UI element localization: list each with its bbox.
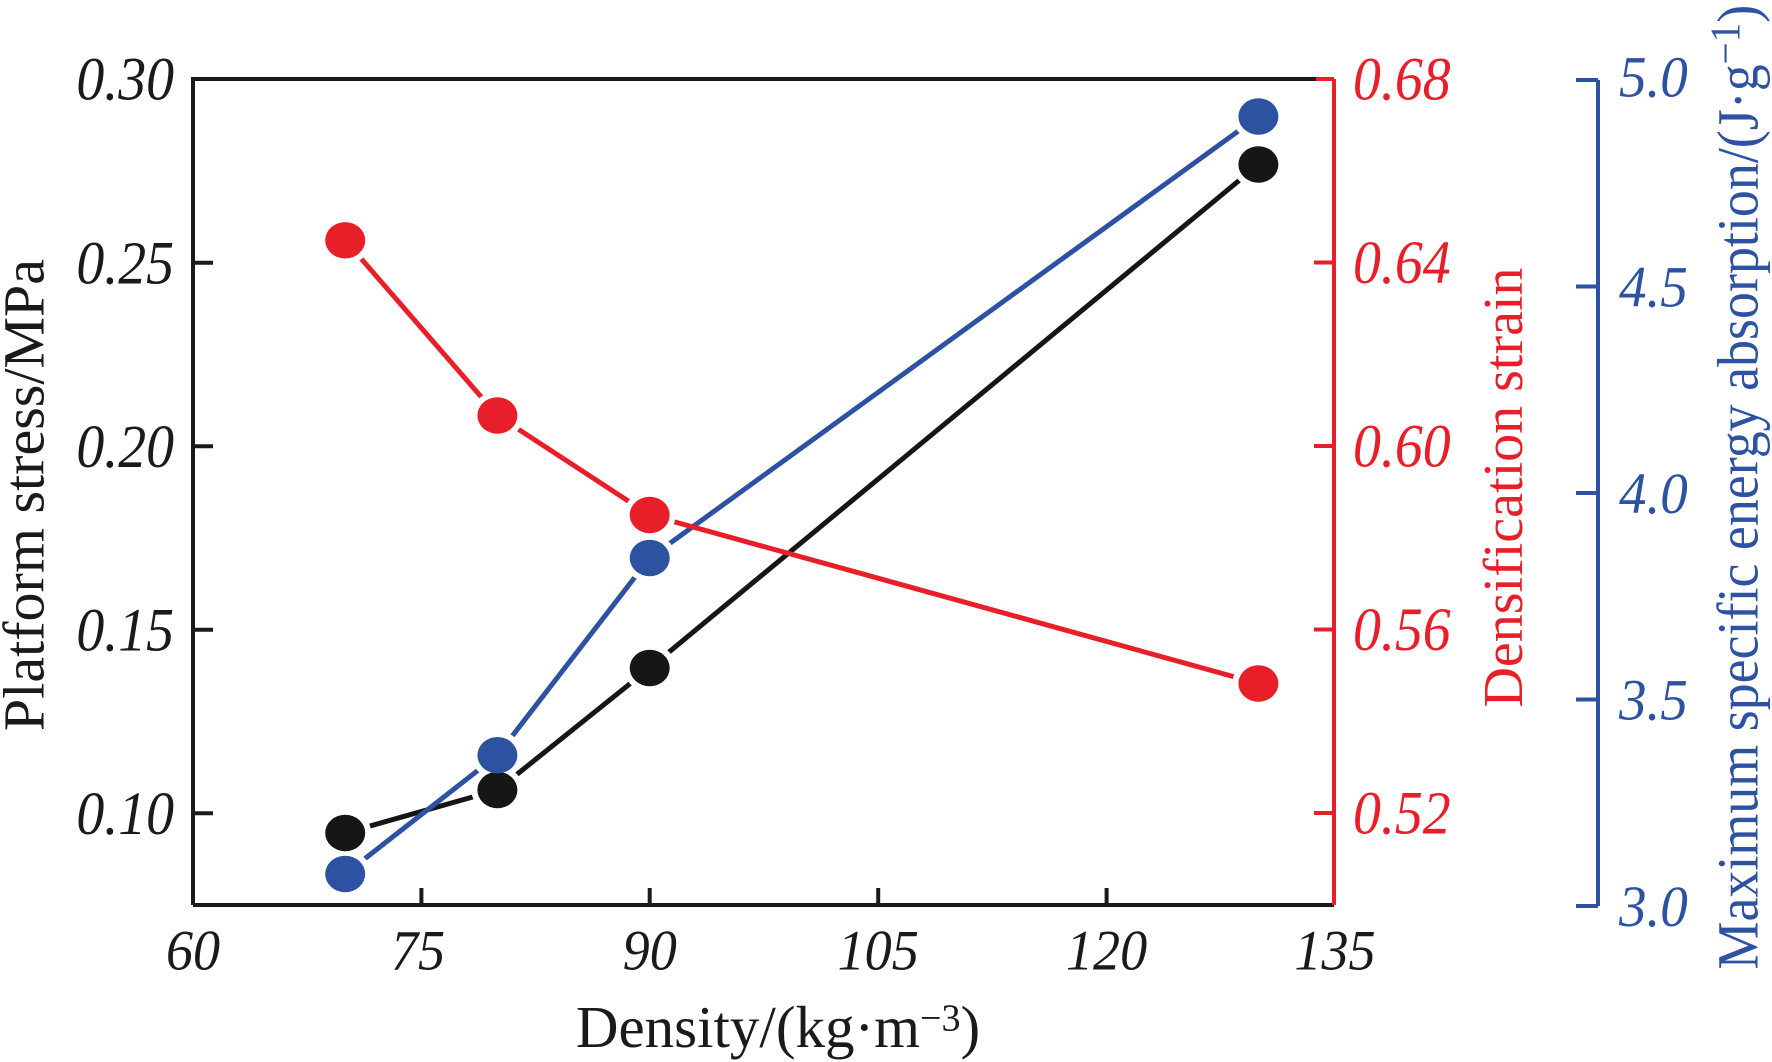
svg-text:0.64: 0.64 (1353, 229, 1451, 297)
svg-text:60: 60 (166, 919, 220, 983)
svg-text:0.60: 0.60 (1353, 412, 1451, 480)
svg-text:Density/(kg·m−3): Density/(kg·m−3) (576, 994, 980, 1060)
svg-text:Densification strain: Densification strain (1473, 267, 1535, 707)
svg-text:3.5: 3.5 (1618, 669, 1688, 733)
svg-text:90: 90 (623, 919, 677, 983)
svg-text:4.0: 4.0 (1619, 463, 1688, 527)
svg-text:0.25: 0.25 (76, 229, 174, 297)
svg-text:0.68: 0.68 (1353, 45, 1451, 113)
svg-text:Platform stress/MPa: Platform stress/MPa (0, 259, 57, 731)
svg-text:4.5: 4.5 (1619, 256, 1688, 320)
svg-text:Maximum specific energy absorp: Maximum specific energy absorption/(J·g−… (1702, 5, 1771, 970)
svg-text:0.15: 0.15 (76, 596, 174, 664)
svg-text:135: 135 (1294, 919, 1375, 983)
svg-text:0.20: 0.20 (76, 413, 174, 481)
svg-text:5.0: 5.0 (1619, 46, 1688, 110)
svg-text:105: 105 (838, 919, 919, 983)
svg-text:0.10: 0.10 (76, 780, 174, 848)
svg-text:75: 75 (391, 919, 445, 983)
svg-text:0.30: 0.30 (76, 45, 174, 113)
svg-text:120: 120 (1066, 919, 1147, 983)
svg-text:0.56: 0.56 (1353, 596, 1451, 664)
svg-text:3.0: 3.0 (1618, 876, 1688, 940)
svg-text:0.52: 0.52 (1353, 779, 1451, 847)
